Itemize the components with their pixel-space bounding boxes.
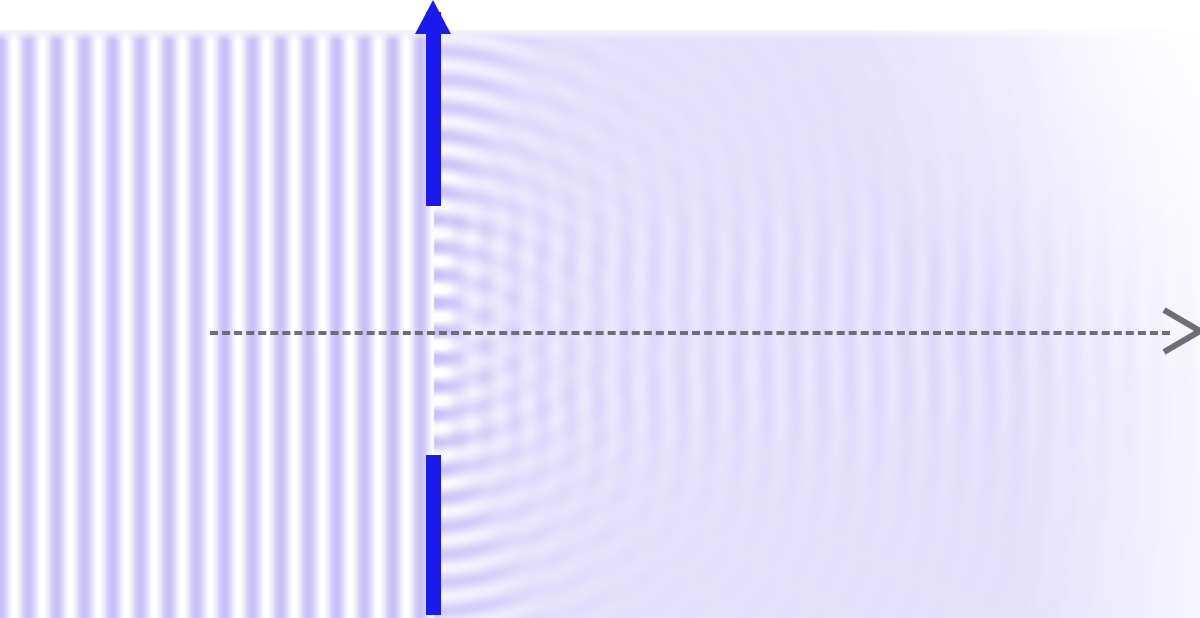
slit-barrier-upper-blade — [426, 12, 441, 206]
slit-barrier-lower-blade — [426, 455, 441, 615]
barrier-up-arrow-icon — [415, 0, 451, 34]
optical-axis-arrow-icon — [1160, 306, 1200, 356]
optical-axis-line — [210, 331, 1170, 335]
